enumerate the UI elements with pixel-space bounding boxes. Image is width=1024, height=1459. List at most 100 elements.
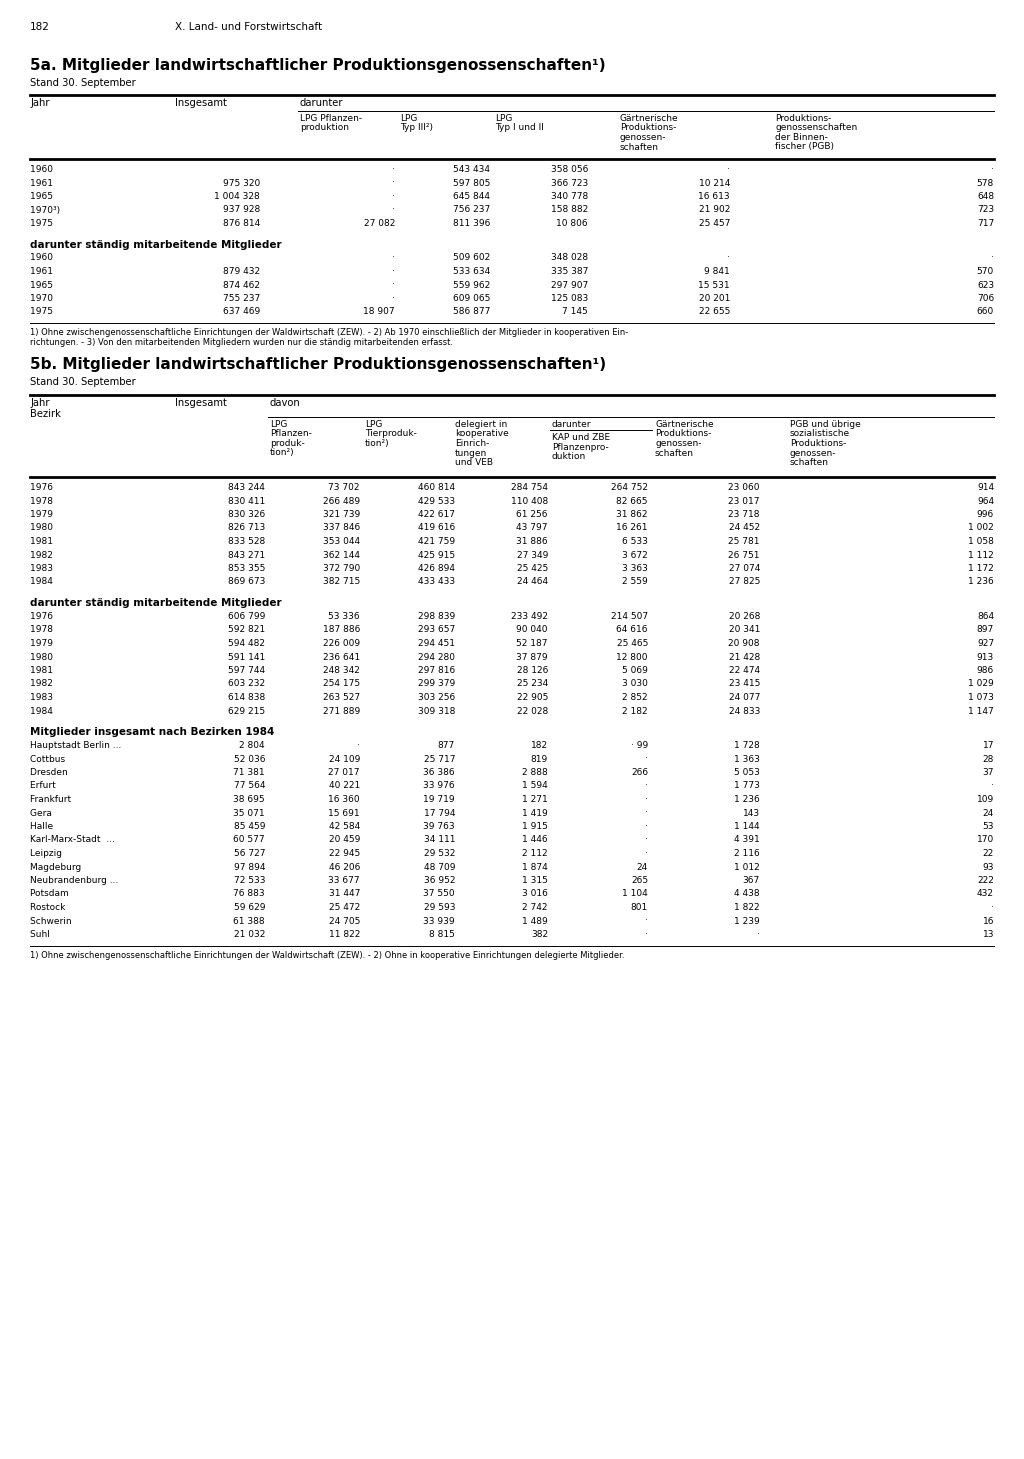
Text: 22 028: 22 028 xyxy=(517,706,548,715)
Text: Dresden: Dresden xyxy=(30,767,91,778)
Text: 1 004 328: 1 004 328 xyxy=(214,193,260,201)
Text: PGB und übrige: PGB und übrige xyxy=(790,420,861,429)
Text: ·: · xyxy=(392,165,395,174)
Text: 1 002: 1 002 xyxy=(969,524,994,533)
Text: 1976: 1976 xyxy=(30,611,85,622)
Text: 864: 864 xyxy=(977,611,994,622)
Text: darunter ständig mitarbeitende Mitglieder: darunter ständig mitarbeitende Mitgliede… xyxy=(30,239,282,249)
Text: 996: 996 xyxy=(977,511,994,519)
Text: Neubrandenburg ...: Neubrandenburg ... xyxy=(30,875,119,886)
Text: ·: · xyxy=(757,929,760,940)
Text: 3 672: 3 672 xyxy=(623,550,648,559)
Text: 1976: 1976 xyxy=(30,483,85,492)
Text: 597 744: 597 744 xyxy=(228,665,265,676)
Text: delegiert in: delegiert in xyxy=(455,420,507,429)
Text: 717: 717 xyxy=(977,219,994,228)
Text: 348 028: 348 028 xyxy=(551,254,588,263)
Text: 20 201: 20 201 xyxy=(698,295,730,303)
Text: 25 425: 25 425 xyxy=(517,565,548,573)
Text: 22 905: 22 905 xyxy=(517,693,548,702)
Text: X. Land- und Forstwirtschaft: X. Land- und Forstwirtschaft xyxy=(175,22,323,32)
Text: 20 459: 20 459 xyxy=(329,836,360,845)
Text: genossen-: genossen- xyxy=(790,448,837,458)
Text: ·: · xyxy=(727,165,730,174)
Text: Rostock: Rostock xyxy=(30,903,91,912)
Text: ·: · xyxy=(645,795,648,804)
Text: 48 709: 48 709 xyxy=(424,862,455,871)
Text: 7 145: 7 145 xyxy=(562,308,588,317)
Text: 509 602: 509 602 xyxy=(453,254,490,263)
Text: 9 841: 9 841 xyxy=(705,267,730,276)
Text: Einrich-: Einrich- xyxy=(455,439,489,448)
Text: 22: 22 xyxy=(983,849,994,858)
Text: tungen: tungen xyxy=(455,448,487,458)
Text: 37: 37 xyxy=(982,767,994,778)
Text: 34 111: 34 111 xyxy=(424,836,455,845)
Text: 25 234: 25 234 xyxy=(517,680,548,689)
Text: ·: · xyxy=(645,754,648,763)
Text: 35 071: 35 071 xyxy=(233,808,265,817)
Text: 1960: 1960 xyxy=(30,165,93,174)
Text: 422 617: 422 617 xyxy=(418,511,455,519)
Text: 56 727: 56 727 xyxy=(233,849,265,858)
Text: 16 360: 16 360 xyxy=(329,795,360,804)
Text: 419 616: 419 616 xyxy=(418,524,455,533)
Text: 25 457: 25 457 xyxy=(698,219,730,228)
Text: 2 888: 2 888 xyxy=(522,767,548,778)
Text: Tierproduk-: Tierproduk- xyxy=(365,429,417,439)
Text: 1975: 1975 xyxy=(30,219,93,228)
Text: 27 825: 27 825 xyxy=(729,578,760,587)
Text: 23 415: 23 415 xyxy=(729,680,760,689)
Text: 1961: 1961 xyxy=(30,178,93,188)
Text: 2 804: 2 804 xyxy=(240,741,265,750)
Text: 15 531: 15 531 xyxy=(698,280,730,289)
Text: 24 109: 24 109 xyxy=(329,754,360,763)
Text: 353 044: 353 044 xyxy=(323,537,360,546)
Text: 382 715: 382 715 xyxy=(323,578,360,587)
Text: 214 507: 214 507 xyxy=(611,611,648,622)
Text: 1981: 1981 xyxy=(30,537,85,546)
Text: 833 528: 833 528 xyxy=(227,537,265,546)
Text: Frankfurt: Frankfurt xyxy=(30,795,91,804)
Text: 21 032: 21 032 xyxy=(233,929,265,940)
Text: 1 728: 1 728 xyxy=(734,741,760,750)
Text: Magdeburg: Magdeburg xyxy=(30,862,98,871)
Text: 20 268: 20 268 xyxy=(729,611,760,622)
Text: 60 577: 60 577 xyxy=(233,836,265,845)
Text: 1 144: 1 144 xyxy=(734,821,760,832)
Text: 52 036: 52 036 xyxy=(233,754,265,763)
Text: Gärtnerische: Gärtnerische xyxy=(620,114,679,123)
Text: 11 822: 11 822 xyxy=(329,929,360,940)
Text: 20 908: 20 908 xyxy=(728,639,760,648)
Text: darunter ständig mitarbeitende Mitglieder: darunter ständig mitarbeitende Mitgliede… xyxy=(30,598,282,608)
Text: 298 839: 298 839 xyxy=(418,611,455,622)
Text: 3 016: 3 016 xyxy=(522,890,548,899)
Text: 1965: 1965 xyxy=(30,193,93,201)
Text: 3 363: 3 363 xyxy=(623,565,648,573)
Text: 39 763: 39 763 xyxy=(423,821,455,832)
Text: 533 634: 533 634 xyxy=(453,267,490,276)
Text: 1979: 1979 xyxy=(30,511,85,519)
Text: 182: 182 xyxy=(30,22,50,32)
Text: Produktions-: Produktions- xyxy=(655,429,712,439)
Text: ·: · xyxy=(645,821,648,832)
Text: 24 705: 24 705 xyxy=(329,916,360,925)
Text: 64 616: 64 616 xyxy=(616,626,648,635)
Text: ·: · xyxy=(392,206,395,214)
Text: 31 862: 31 862 xyxy=(616,511,648,519)
Text: 36 386: 36 386 xyxy=(423,767,455,778)
Text: ·: · xyxy=(392,295,395,303)
Text: 1 594: 1 594 xyxy=(522,782,548,791)
Text: 1979: 1979 xyxy=(30,639,85,648)
Text: 372 790: 372 790 xyxy=(323,565,360,573)
Text: produk-: produk- xyxy=(270,439,305,448)
Text: davon: davon xyxy=(270,398,301,409)
Text: 31 447: 31 447 xyxy=(329,890,360,899)
Text: Hauptstadt Berlin ...: Hauptstadt Berlin ... xyxy=(30,741,122,750)
Text: 5 053: 5 053 xyxy=(734,767,760,778)
Text: 609 065: 609 065 xyxy=(453,295,490,303)
Text: 36 952: 36 952 xyxy=(424,875,455,886)
Text: 1) Ohne zwischengenossenschaftliche Einrichtungen der Waldwirtschaft (ZEW). - 2): 1) Ohne zwischengenossenschaftliche Einr… xyxy=(30,328,629,337)
Text: ·: · xyxy=(645,836,648,845)
Text: 843 244: 843 244 xyxy=(228,483,265,492)
